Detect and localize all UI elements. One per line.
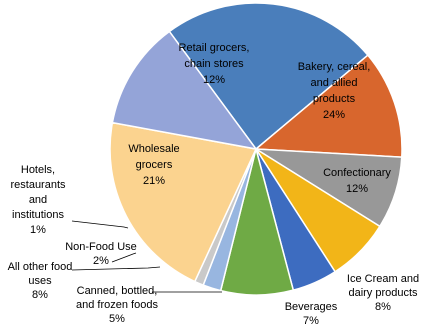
- leader-line-all-other-food-uses: [71, 266, 161, 271]
- pie-slice-bakery-cereal-and-allied-products: [168, 2, 369, 151]
- pie-slice-confectionary: [254, 54, 403, 158]
- leader-line-non-food-use: [111, 252, 137, 263]
- data-label-wholesale-grocers: Wholesale grocers 21%: [128, 143, 179, 187]
- data-label-canned-bottled-and-frozen-foods: Canned, bottled, and frozen foods 5%: [76, 285, 158, 325]
- labels-layer: Bakery, cereal, and allied products 24% Conf…: [8, 42, 419, 327]
- pie-slice-retail-grocers-chain-stores: [111, 30, 258, 151]
- data-label-confectionary: Confectionary 12%: [323, 167, 391, 195]
- data-label-beverages: Beverages 7%: [285, 301, 338, 327]
- data-label-all-other-food-uses: All other food uses 8%: [8, 261, 73, 301]
- pie-slice-wholesale-grocers: [109, 121, 258, 283]
- data-label-retail-grocers-chain-stores: Retail grocers, chain stores 12%: [179, 42, 250, 86]
- leader-lines-layer: [71, 220, 222, 293]
- data-label-bakery-cereal-and-allied-products: Bakery, cereal, and allied products 24%: [298, 61, 371, 121]
- data-label-non-food-use: Non-Food Use 2%: [65, 241, 137, 267]
- slices-layer: [109, 2, 403, 296]
- data-label-hotels-restaurants-and-institutions: Hotels, restaurants and institutions 1%: [10, 164, 66, 236]
- leader-line-hotels-restaurants-and-institutions: [71, 220, 129, 229]
- data-label-ice-cream-and-dairy-products: Ice Cream and dairy products 8%: [347, 273, 419, 313]
